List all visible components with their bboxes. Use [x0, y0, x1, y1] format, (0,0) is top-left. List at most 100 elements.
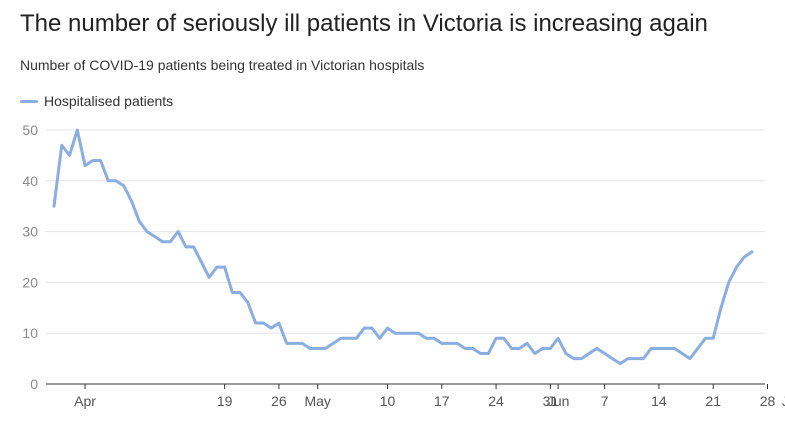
data-point — [650, 347, 653, 350]
data-point — [487, 352, 490, 355]
data-point — [518, 347, 521, 350]
data-point — [557, 337, 560, 340]
data-point — [215, 266, 218, 269]
data-point — [634, 357, 637, 360]
data-point — [673, 347, 676, 350]
data-point — [727, 281, 730, 284]
data-point — [704, 337, 707, 340]
y-tick-label: 0 — [30, 376, 38, 392]
y-tick-label: 20 — [22, 274, 38, 290]
data-point — [107, 179, 110, 182]
data-point — [68, 154, 71, 157]
data-point — [184, 245, 187, 248]
gridlines — [46, 129, 765, 334]
data-point — [53, 205, 56, 208]
data-point — [464, 347, 467, 350]
data-point — [277, 322, 280, 325]
chart-title: The number of seriously ill patients in … — [20, 10, 708, 37]
data-point — [262, 322, 265, 325]
legend-line-swatch — [20, 99, 38, 103]
data-point — [146, 230, 149, 233]
data-point — [549, 347, 552, 350]
data-point — [588, 352, 591, 355]
x-tick-label: Apr — [74, 393, 96, 409]
x-tick-label: 28 — [760, 393, 776, 409]
x-tick-label: 31 — [543, 393, 559, 409]
data-point — [231, 291, 234, 294]
data-point — [84, 164, 87, 167]
data-point — [223, 266, 226, 269]
data-point — [402, 332, 405, 335]
data-point — [60, 144, 63, 147]
data-point — [316, 347, 319, 350]
data-point — [169, 240, 172, 243]
data-point — [603, 352, 606, 355]
x-tick-label: 19 — [217, 393, 233, 409]
data-point — [347, 337, 350, 340]
data-point — [526, 342, 529, 345]
data-point — [76, 129, 79, 132]
data-point — [332, 342, 335, 345]
data-point — [495, 337, 498, 340]
data-point — [751, 250, 754, 253]
data-point — [456, 342, 459, 345]
legend-label: Hospitalised patients — [44, 93, 174, 109]
data-point — [270, 327, 273, 330]
data-point — [502, 337, 505, 340]
data-point — [177, 230, 180, 233]
data-point — [696, 347, 699, 350]
data-point — [719, 306, 722, 309]
data-point — [580, 357, 583, 360]
data-point — [681, 352, 684, 355]
x-tick-label: 21 — [705, 393, 721, 409]
data-point — [626, 357, 629, 360]
x-tick-label: 26 — [271, 393, 287, 409]
data-point — [192, 245, 195, 248]
data-point — [688, 357, 691, 360]
data-point — [510, 347, 513, 350]
legend: Hospitalised patients — [20, 93, 173, 109]
data-point — [735, 266, 738, 269]
data-point — [200, 261, 203, 264]
data-point — [564, 352, 567, 355]
y-tick-label: 10 — [22, 325, 38, 341]
data-point — [440, 342, 443, 345]
data-point — [91, 159, 94, 162]
x-tick-label: May — [304, 393, 330, 409]
y-tick-label: 30 — [22, 224, 38, 240]
data-point — [339, 337, 342, 340]
x-tick-label: 24 — [488, 393, 504, 409]
y-tick-label: 50 — [22, 122, 38, 138]
data-point — [448, 342, 451, 345]
data-point — [355, 337, 358, 340]
data-point — [541, 347, 544, 350]
data-point — [533, 352, 536, 355]
data-point — [115, 179, 118, 182]
data-point — [161, 240, 164, 243]
data-point — [285, 342, 288, 345]
data-point — [572, 357, 575, 360]
data-point — [425, 337, 428, 340]
data-point — [301, 342, 304, 345]
data-point — [378, 337, 381, 340]
x-tick-label: 10 — [380, 393, 396, 409]
data-point — [153, 235, 156, 238]
data-point — [619, 362, 622, 365]
data-point — [363, 327, 366, 330]
data-point — [99, 159, 102, 162]
data-point — [433, 337, 436, 340]
data-point — [122, 184, 125, 187]
data-point — [254, 322, 257, 325]
data-point — [471, 347, 474, 350]
data-point — [611, 357, 614, 360]
data-point — [308, 347, 311, 350]
data-point — [479, 352, 482, 355]
data-point — [208, 276, 211, 279]
data-point — [417, 332, 420, 335]
x-tick-label: 7 — [601, 393, 609, 409]
data-point — [642, 357, 645, 360]
data-point — [386, 327, 389, 330]
x-tick-label: 17 — [434, 393, 450, 409]
data-point — [665, 347, 668, 350]
